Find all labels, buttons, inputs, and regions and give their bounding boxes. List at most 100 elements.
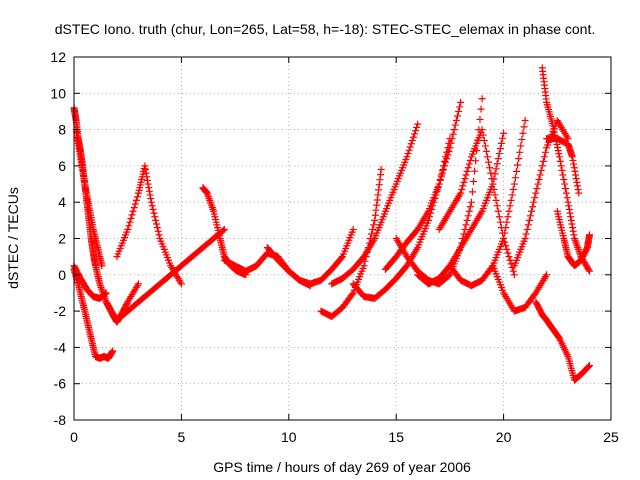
data-trace-mark — [557, 162, 565, 170]
data-trace-mark — [495, 213, 503, 221]
data-point — [555, 153, 563, 161]
data-trace-mark — [348, 290, 356, 298]
data-trace-mark — [464, 212, 472, 220]
data-trace-mark — [476, 115, 484, 123]
data-point — [543, 271, 551, 279]
data-point — [457, 98, 465, 106]
data-point — [500, 235, 508, 242]
data-trace-mark — [453, 112, 461, 120]
data-point — [446, 144, 454, 152]
data-trace-mark — [142, 169, 150, 177]
data-trace-mark — [539, 157, 547, 165]
data-trace-mark — [522, 230, 530, 238]
ticks-layer: 0 5 10 15 20 25 -8 -6 -4 -2 0 2 4 6 8 10 12 — [50, 49, 619, 445]
data-point — [586, 267, 594, 275]
data-trace-mark — [468, 188, 476, 196]
data-trace-mark — [531, 194, 539, 202]
data-trace-mark — [407, 140, 415, 148]
data-trace-mark — [505, 253, 513, 261]
data-trace-mark — [144, 180, 152, 188]
data-trace-mark — [145, 187, 153, 195]
data-trace-mark — [515, 155, 523, 163]
data-trace-mark — [442, 158, 450, 166]
data-trace-mark — [570, 160, 578, 168]
data-trace-mark — [481, 142, 489, 150]
data-trace-mark — [518, 136, 526, 144]
data-trace-mark — [466, 203, 474, 211]
data-point — [489, 180, 497, 188]
data-layer — [70, 64, 594, 384]
data-trace-mark — [470, 178, 478, 186]
x-tick-label: 0 — [70, 429, 78, 445]
data-point — [586, 362, 594, 370]
data-trace-mark — [458, 185, 466, 193]
data-trace-mark — [558, 166, 566, 174]
data-trace-mark — [149, 205, 157, 213]
data-trace-mark — [409, 133, 417, 141]
data-trace-mark — [496, 218, 504, 226]
x-axis-label: GPS time / hours of day 269 of year 2006 — [213, 459, 471, 475]
data-trace-mark — [503, 218, 511, 226]
data-trace-mark — [499, 134, 507, 142]
data-point — [500, 129, 508, 137]
data-trace-mark — [377, 171, 385, 179]
data-trace-mark — [466, 156, 474, 164]
y-axis-label: dSTEC / TECUs — [5, 187, 21, 289]
data-point — [510, 271, 518, 279]
data-trace-mark — [492, 196, 500, 204]
y-tick-label: 12 — [50, 49, 66, 65]
data-trace-mark — [373, 196, 381, 204]
data-point — [510, 180, 518, 188]
data-point — [349, 225, 357, 233]
data-trace-mark — [573, 182, 581, 190]
data-trace-mark — [153, 224, 161, 232]
data-point — [532, 189, 540, 197]
data-trace-mark — [541, 148, 549, 156]
data-trace-mark — [126, 218, 134, 226]
data-trace-mark — [511, 174, 519, 182]
data-trace-mark — [493, 202, 501, 210]
data-point — [435, 180, 443, 188]
data-trace-mark — [535, 176, 543, 184]
data-trace-mark — [463, 216, 471, 224]
data-point — [124, 225, 132, 233]
x-tick-label: 10 — [281, 429, 297, 445]
data-trace-mark — [376, 176, 384, 184]
data-trace-mark — [471, 167, 479, 175]
data-trace-mark — [480, 136, 488, 144]
data-point — [568, 153, 576, 161]
data-trace-mark — [567, 216, 575, 224]
grid-layer — [74, 57, 611, 420]
data-trace-mark — [501, 229, 509, 237]
data-trace-mark — [508, 191, 516, 199]
data-trace-mark — [127, 215, 135, 223]
data-trace-mark — [509, 267, 517, 275]
data-trace-mark — [504, 213, 512, 221]
data-trace-mark — [445, 147, 453, 155]
data-trace-mark — [571, 167, 579, 175]
data-point — [220, 225, 228, 233]
data-trace-mark — [155, 231, 163, 239]
data-trace-mark — [150, 209, 158, 217]
y-tick-label: 4 — [58, 194, 66, 210]
data-trace-mark — [517, 142, 525, 150]
data-trace-mark — [496, 144, 504, 152]
data-trace-mark — [448, 135, 456, 143]
chart-title: dSTEC Iono. truth (chur, Lon=265, Lat=58… — [55, 21, 595, 37]
data-trace-mark — [461, 225, 469, 233]
data-trace-mark — [494, 155, 502, 163]
data-trace-mark — [490, 185, 498, 193]
data-trace-mark — [561, 180, 569, 188]
data-trace-mark — [146, 191, 154, 199]
data-trace-mark — [123, 299, 131, 307]
data-trace-mark — [491, 170, 499, 178]
data-point — [147, 198, 155, 206]
data-trace-mark — [487, 169, 495, 177]
data-point — [457, 189, 465, 197]
data-trace-mark — [520, 123, 528, 131]
data-trace-mark — [507, 196, 515, 204]
data-trace-mark — [559, 171, 567, 179]
data-trace-mark — [464, 164, 472, 172]
data-trace-mark — [533, 185, 541, 193]
